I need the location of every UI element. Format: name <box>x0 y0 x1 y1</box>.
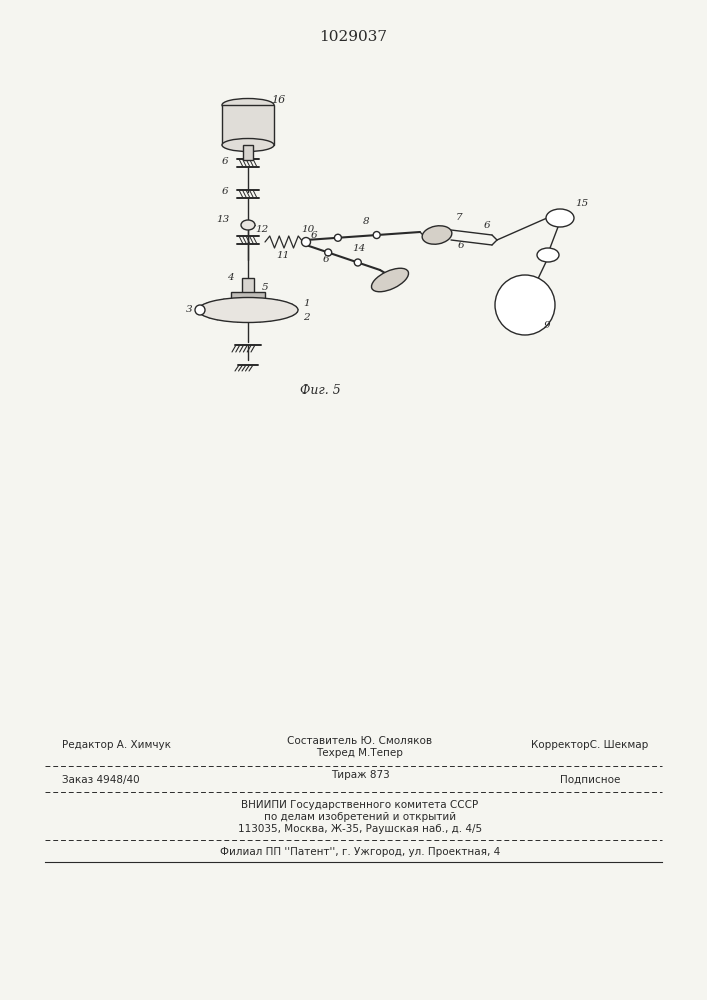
Text: 4: 4 <box>228 273 234 282</box>
Bar <box>242 278 254 300</box>
Text: по делам изобретений и открытий: по делам изобретений и открытий <box>264 812 456 822</box>
Text: 11: 11 <box>276 250 290 259</box>
Text: Фиг. 5: Фиг. 5 <box>300 383 340 396</box>
Circle shape <box>334 234 341 241</box>
Text: 2: 2 <box>303 314 310 322</box>
Circle shape <box>325 249 332 256</box>
Text: КорректорС. Шекмар: КорректорС. Шекмар <box>531 740 648 750</box>
Text: 9: 9 <box>544 320 550 330</box>
Text: 10: 10 <box>301 226 315 234</box>
Circle shape <box>392 275 399 282</box>
Ellipse shape <box>222 138 274 151</box>
Ellipse shape <box>546 209 574 227</box>
Bar <box>243 145 253 160</box>
Circle shape <box>195 305 205 315</box>
Text: 16: 16 <box>271 95 285 105</box>
Text: Филиал ПП ''Патент'', г. Ужгород, ул. Проектная, 4: Филиал ПП ''Патент'', г. Ужгород, ул. Пр… <box>220 847 500 857</box>
Text: 6: 6 <box>484 221 491 230</box>
Text: 1029037: 1029037 <box>319 30 387 44</box>
Text: 6: 6 <box>457 240 464 249</box>
Circle shape <box>301 237 310 246</box>
Bar <box>231 292 265 308</box>
Text: 6: 6 <box>221 188 228 196</box>
Text: 7: 7 <box>456 213 462 222</box>
Text: 12: 12 <box>255 226 269 234</box>
Ellipse shape <box>371 268 409 292</box>
Text: 5: 5 <box>262 284 269 292</box>
Circle shape <box>373 232 380 239</box>
Text: 3: 3 <box>187 306 193 314</box>
Ellipse shape <box>241 220 255 230</box>
Text: 15: 15 <box>575 198 589 208</box>
Text: ВНИИПИ Государственного комитета СССР: ВНИИПИ Государственного комитета СССР <box>241 800 479 810</box>
Text: 8: 8 <box>363 218 369 227</box>
Circle shape <box>354 259 361 266</box>
Text: Составитель Ю. Смоляков: Составитель Ю. Смоляков <box>288 736 433 746</box>
Text: 13: 13 <box>217 215 230 224</box>
Text: 113035, Москва, Ж-35, Раушская наб., д. 4/5: 113035, Москва, Ж-35, Раушская наб., д. … <box>238 824 482 834</box>
Text: 6: 6 <box>310 231 317 239</box>
Ellipse shape <box>422 226 452 244</box>
Text: Техред М.Тепер: Техред М.Тепер <box>317 748 404 758</box>
Circle shape <box>495 275 555 335</box>
Text: 1: 1 <box>303 300 310 308</box>
Text: 6: 6 <box>322 254 329 263</box>
Text: Редактор А. Химчук: Редактор А. Химчук <box>62 740 171 750</box>
Bar <box>222 105 274 145</box>
Text: Заказ 4948/40: Заказ 4948/40 <box>62 775 139 785</box>
Ellipse shape <box>198 298 298 322</box>
Text: 14: 14 <box>352 244 366 253</box>
Text: Подписное: Подписное <box>560 775 620 785</box>
Ellipse shape <box>537 248 559 262</box>
Text: 6: 6 <box>221 156 228 165</box>
Ellipse shape <box>222 99 274 111</box>
Text: Тираж 873: Тираж 873 <box>331 770 390 780</box>
